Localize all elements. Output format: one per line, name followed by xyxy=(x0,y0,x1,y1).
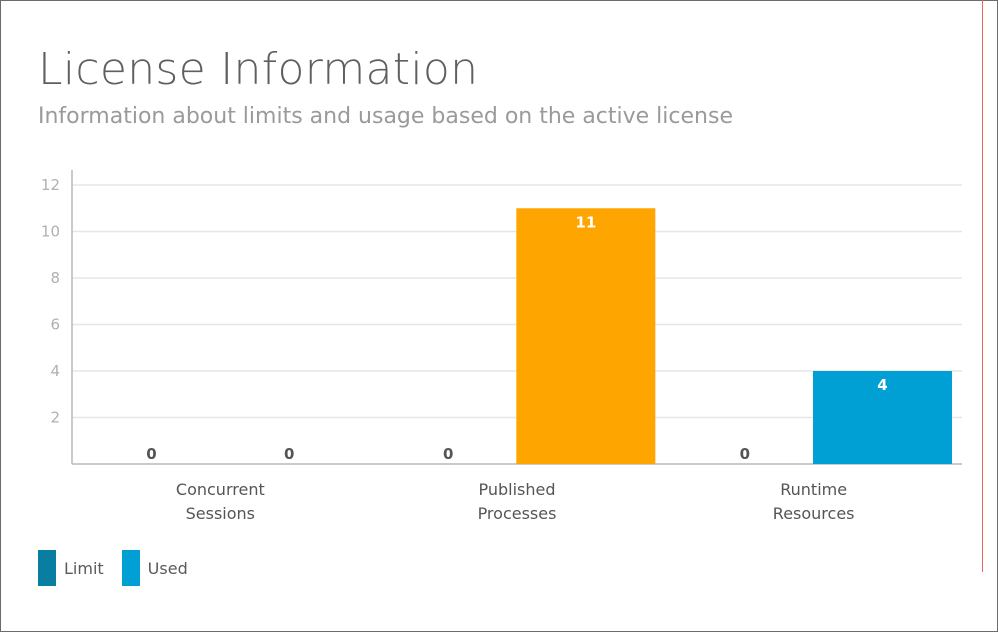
chart-legend: Limit Used xyxy=(38,550,206,586)
legend-swatch-limit xyxy=(38,550,56,586)
bar-used xyxy=(813,371,952,464)
bar-used xyxy=(516,208,656,464)
x-category-label: Published xyxy=(478,480,555,499)
data-label-limit: 0 xyxy=(146,445,156,463)
x-category-label: Resources xyxy=(773,504,855,523)
page-subtitle: Information about limits and usage based… xyxy=(38,104,733,129)
legend-item-limit[interactable]: Limit xyxy=(38,550,104,586)
data-label-used: 4 xyxy=(877,376,887,394)
legend-label-used: Used xyxy=(147,558,188,578)
y-tick-label: 8 xyxy=(50,269,60,287)
x-category-label: Processes xyxy=(478,504,557,523)
y-tick-label: 12 xyxy=(41,176,60,194)
x-category-label: Runtime xyxy=(780,480,847,499)
data-label-limit: 0 xyxy=(740,445,750,463)
legend-label-limit: Limit xyxy=(64,558,104,578)
data-label-limit: 0 xyxy=(443,445,453,463)
legend-item-used[interactable]: Used xyxy=(121,550,188,586)
data-label-used: 11 xyxy=(575,213,596,231)
page-title: License Information xyxy=(38,44,479,95)
y-tick-label: 6 xyxy=(50,316,60,334)
legend-swatch-used xyxy=(121,550,140,586)
panel-divider xyxy=(982,0,983,572)
data-label-used: 0 xyxy=(284,445,294,463)
y-tick-label: 10 xyxy=(41,223,60,241)
y-tick-label: 2 xyxy=(50,409,60,427)
y-tick-label: 4 xyxy=(50,362,60,380)
x-category-label: Sessions xyxy=(186,504,255,523)
x-category-label: Concurrent xyxy=(176,480,265,499)
